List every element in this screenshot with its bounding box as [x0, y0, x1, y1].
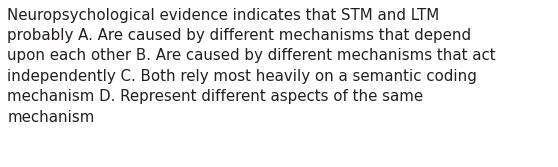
Text: Neuropsychological evidence indicates that STM and LTM
probably A. Are caused by: Neuropsychological evidence indicates th… [7, 8, 496, 125]
